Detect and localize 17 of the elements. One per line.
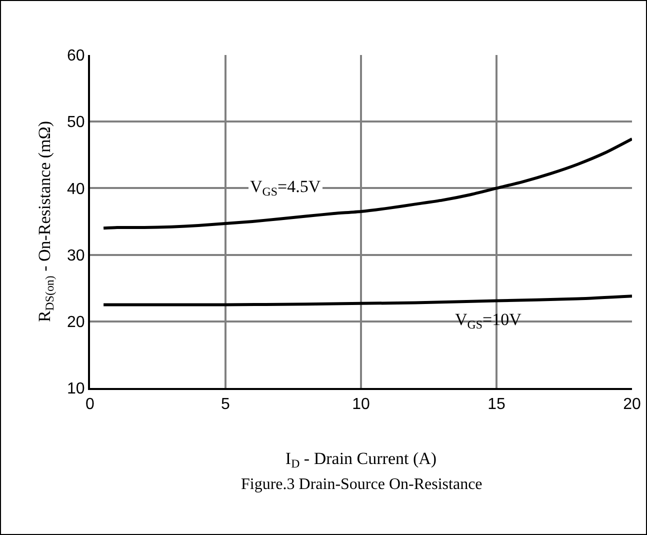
y-tick-label: 50 — [67, 114, 85, 132]
y-tick-label: 40 — [67, 180, 85, 198]
x-tick-label: 10 — [352, 396, 370, 414]
x-axis-title: I$_{D}$ - Drain Current (A) — [285, 449, 437, 471]
series-label: V$_{GS}$=10V — [455, 310, 522, 332]
y-tick-label: 20 — [67, 314, 85, 331]
x-tick-label: 20 — [623, 396, 641, 414]
line-series — [102, 294, 632, 306]
x-tick-label: 5 — [221, 396, 230, 414]
y-tick-label: 10 — [67, 380, 85, 398]
y-tick-label: 30 — [67, 247, 85, 264]
y-tick-label: 60 — [67, 48, 85, 65]
line-series — [102, 137, 632, 230]
series-label: V$_{GS}$=4.5V — [250, 177, 322, 199]
x-tick-label: 0 — [86, 396, 95, 414]
text: Figure.3 Drain-Source On-Resistance — [241, 476, 482, 493]
x-tick-label: 15 — [488, 396, 506, 414]
